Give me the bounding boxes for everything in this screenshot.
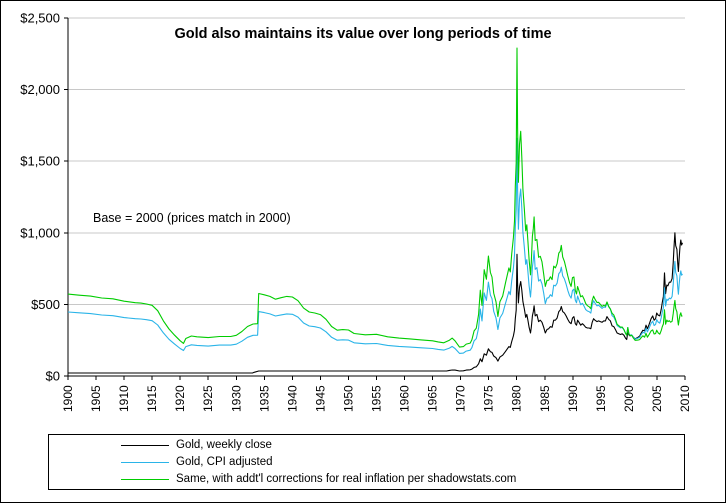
x-tick-label: 2005 — [650, 385, 664, 412]
legend-line-sample — [121, 444, 169, 446]
x-tick-label: 2010 — [678, 385, 692, 412]
legend-label: Same, with addt'l corrections for real i… — [176, 473, 517, 485]
x-tick-label: 1950 — [342, 385, 356, 412]
legend-item-2: Same, with addt'l corrections for real i… — [121, 472, 684, 486]
legend-item-0: Gold, weekly close — [121, 438, 684, 452]
y-tick-label: $2,000 — [20, 82, 60, 97]
y-tick-label: $500 — [31, 297, 60, 312]
x-tick-label: 1945 — [313, 385, 327, 412]
x-tick-label: 1940 — [285, 385, 299, 412]
series-line-0 — [68, 232, 684, 374]
x-tick-label: 1920 — [173, 385, 187, 412]
x-tick-label: 1970 — [454, 385, 468, 412]
x-tick-label: 1930 — [229, 385, 243, 412]
chart-title: Gold also maintains its value over long … — [174, 26, 552, 42]
x-tick-label: 1960 — [398, 385, 412, 412]
series-line-2 — [67, 47, 683, 348]
x-tick-label: 1900 — [61, 385, 75, 412]
x-tick-label: 1925 — [201, 385, 215, 412]
x-tick-label: 1980 — [510, 385, 524, 412]
x-tick-label: 1995 — [594, 385, 608, 412]
x-tick-label: 1935 — [257, 385, 271, 412]
x-tick-label: 1955 — [370, 385, 384, 412]
y-tick-label: $1,500 — [20, 154, 60, 169]
x-tick-label: 1985 — [538, 385, 552, 412]
legend-item-1: Gold, CPI adjusted — [121, 455, 684, 469]
legend-label: Gold, CPI adjusted — [176, 456, 273, 468]
x-tick-label: 1905 — [89, 385, 103, 412]
x-tick-label: 1990 — [566, 385, 580, 412]
x-tick-label: 1975 — [482, 385, 496, 412]
x-tick-label: 1965 — [426, 385, 440, 412]
y-tick-label: $0 — [46, 369, 60, 384]
legend-line-sample — [121, 478, 169, 480]
legend-box: Gold, weekly close Gold, CPI adjusted Same… — [48, 434, 685, 490]
x-tick-label: 2000 — [622, 385, 636, 412]
legend-line-sample — [121, 461, 169, 463]
series-line-1 — [67, 137, 683, 354]
x-tick-label: 1915 — [145, 385, 159, 412]
y-tick-label: $1,000 — [20, 225, 60, 240]
x-tick-label: 1910 — [117, 385, 131, 412]
base-year-annotation: Base = 2000 (prices match in 2000) — [93, 211, 291, 225]
legend-label: Gold, weekly close — [176, 439, 272, 451]
y-tick-label: $2,500 — [20, 11, 60, 26]
